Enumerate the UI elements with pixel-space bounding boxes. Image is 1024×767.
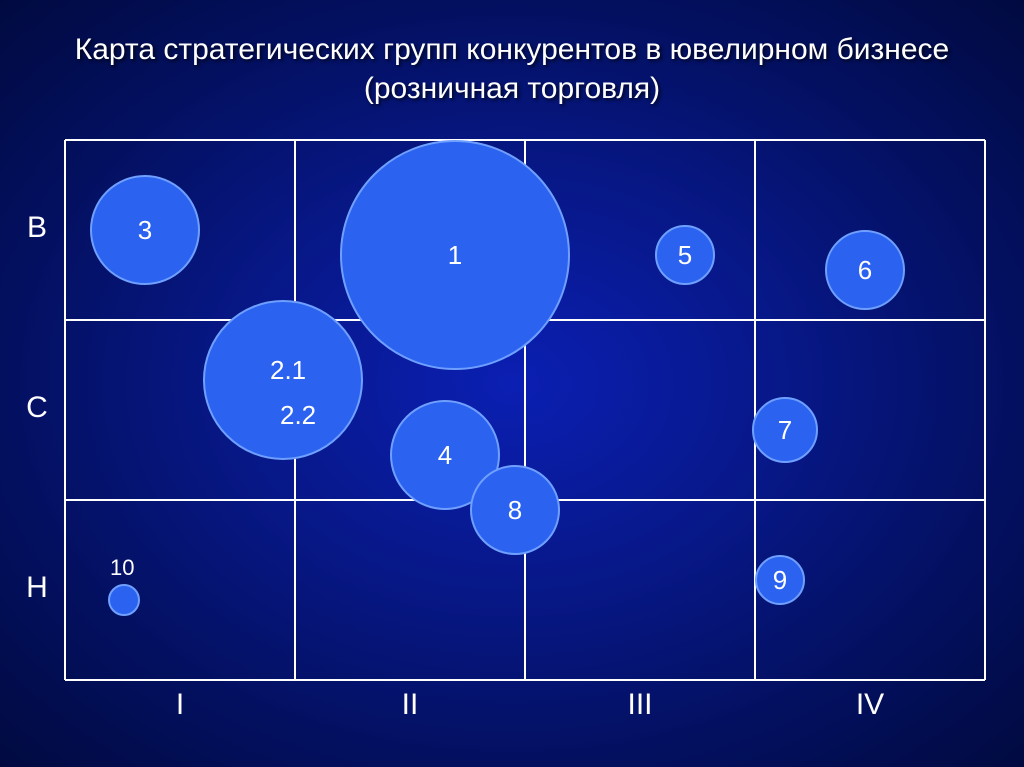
bubble-label: 8 [475, 495, 555, 526]
grid-col-line [754, 140, 756, 680]
bubble-label: 4 [405, 440, 485, 471]
grid-col-line [984, 140, 986, 680]
bubble-label: 6 [825, 255, 905, 286]
x-axis-label: I [150, 688, 210, 722]
x-axis-label: IV [840, 688, 900, 722]
bubble-b10 [108, 584, 140, 616]
grid-col-line [64, 140, 66, 680]
x-axis-label: III [610, 688, 670, 722]
bubble-label: 5 [645, 240, 725, 271]
bubble-label: 1 [415, 240, 495, 271]
y-axis-label: Н [17, 571, 57, 605]
x-axis-label: II [380, 688, 440, 722]
bubble-label: 3 [105, 215, 185, 246]
bubble-label: 9 [740, 565, 820, 596]
extra-label: 2.2 [280, 400, 316, 431]
y-axis-label: В [17, 211, 57, 245]
slide: Карта стратегических групп конкурентов в… [0, 0, 1024, 767]
extra-label: 10 [110, 555, 134, 581]
chart-title: Карта стратегических групп конкурентов в… [0, 30, 1024, 108]
bubble-label: 7 [745, 415, 825, 446]
bubble-chart: ВСНIIIIIIIV135648792.12.210 [65, 140, 985, 680]
y-axis-label: С [17, 391, 57, 425]
extra-label: 2.1 [270, 355, 306, 386]
